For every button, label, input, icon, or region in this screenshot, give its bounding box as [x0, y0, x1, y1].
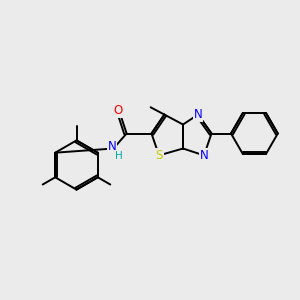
Text: H: H: [115, 151, 123, 161]
Text: N: N: [107, 140, 116, 154]
Text: S: S: [155, 149, 163, 162]
Text: N: N: [194, 108, 202, 121]
Text: O: O: [114, 104, 123, 117]
Text: N: N: [200, 149, 208, 162]
